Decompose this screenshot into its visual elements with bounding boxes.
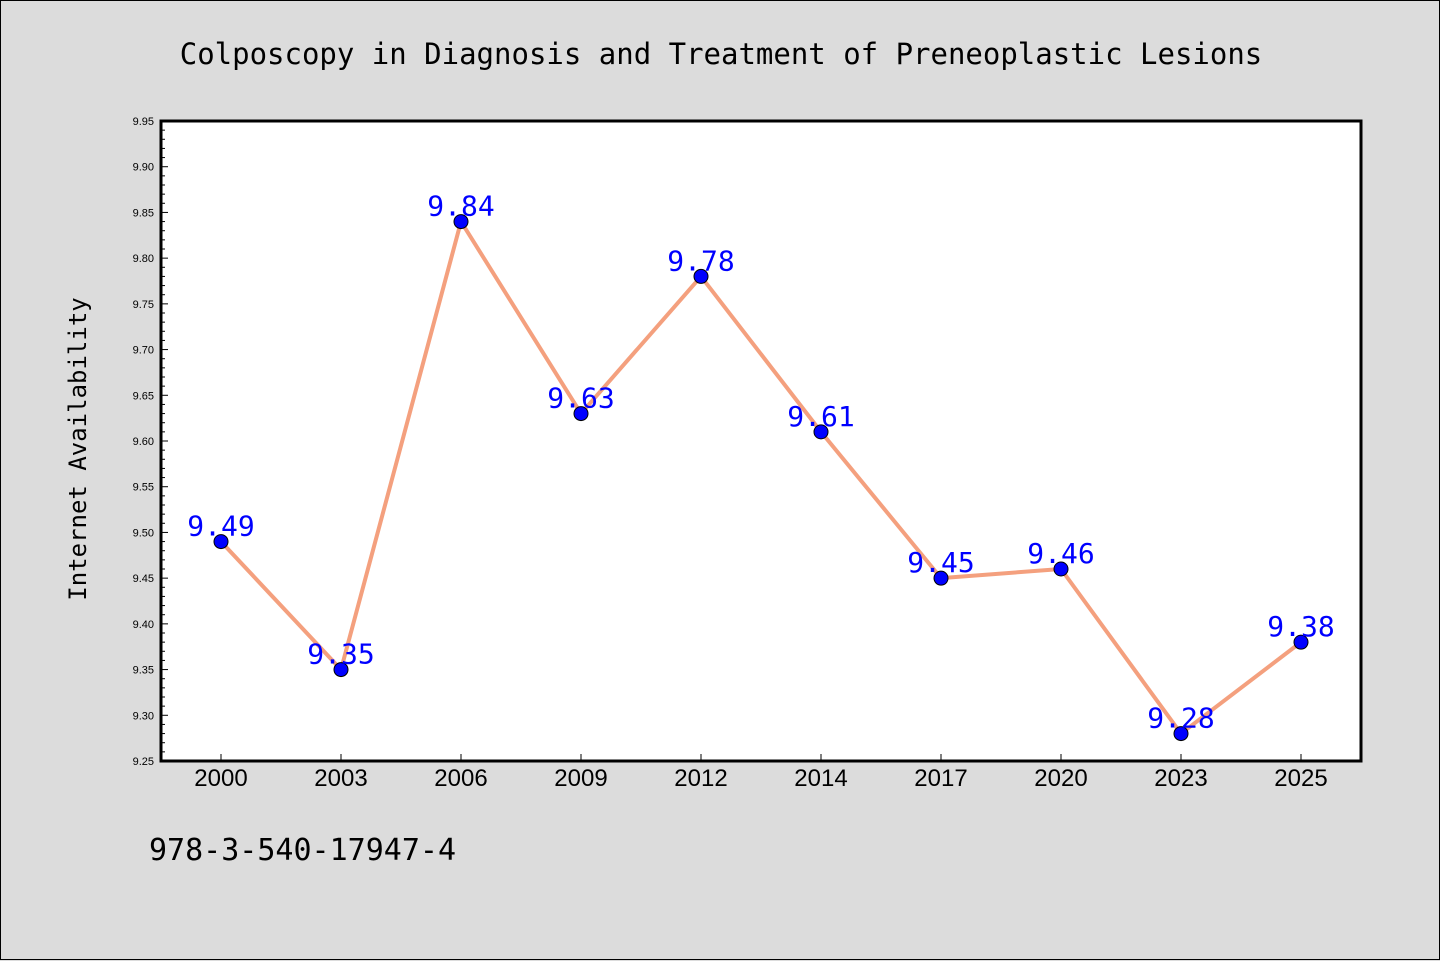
data-point <box>333 662 349 678</box>
y-tick-label: 9.30 <box>133 710 154 722</box>
x-tick-label: 2012 <box>674 765 727 792</box>
y-axis-label: Internet Availability <box>64 297 92 600</box>
y-tick-label: 9.25 <box>133 756 154 768</box>
x-tick-label: 2017 <box>914 765 967 792</box>
data-point <box>693 268 709 284</box>
data-point <box>813 424 829 440</box>
data-point <box>1053 561 1069 577</box>
data-label: 9.63 <box>547 382 614 415</box>
data-label: 9.46 <box>1027 537 1094 570</box>
x-tick-label: 2003 <box>314 765 367 792</box>
data-label: 9.78 <box>667 244 734 277</box>
x-tick-label: 2006 <box>434 765 487 792</box>
data-label: 9.35 <box>307 638 374 671</box>
x-tick-label: 2014 <box>794 765 847 792</box>
y-tick-label: 9.55 <box>133 482 154 494</box>
data-label: 9.38 <box>1267 610 1334 643</box>
x-tick-label: 2023 <box>1154 765 1207 792</box>
y-tick-label: 9.90 <box>133 162 154 174</box>
chart-title: Colposcopy in Diagnosis and Treatment of… <box>180 37 1263 71</box>
data-point <box>933 570 949 586</box>
x-tick-label: 2009 <box>554 765 607 792</box>
isbn-text: 978-3-540-17947-4 <box>149 833 457 868</box>
x-tick-label: 2000 <box>194 765 247 792</box>
data-label: 9.45 <box>907 546 974 579</box>
data-point <box>453 214 469 230</box>
y-tick-label: 9.50 <box>133 527 154 539</box>
data-label: 9.84 <box>427 190 494 223</box>
y-tick-label: 9.80 <box>133 253 154 265</box>
data-point <box>213 534 229 550</box>
x-tick-label: 2020 <box>1034 765 1087 792</box>
data-point <box>1293 634 1309 650</box>
plot-area <box>161 121 1361 761</box>
x-tick-label: 2025 <box>1274 765 1327 792</box>
data-point <box>1173 726 1189 742</box>
y-tick-label: 9.35 <box>133 665 154 677</box>
y-tick-label: 9.70 <box>133 345 154 357</box>
y-tick-label: 9.75 <box>133 299 154 311</box>
y-tick-label: 9.85 <box>133 207 154 219</box>
y-tick-label: 9.95 <box>133 116 154 128</box>
y-tick-label: 9.65 <box>133 390 154 402</box>
data-label: 9.61 <box>787 400 854 433</box>
data-point <box>573 406 589 422</box>
y-tick-label: 9.40 <box>133 619 154 631</box>
data-label: 9.49 <box>187 510 254 543</box>
data-label: 9.28 <box>1147 702 1214 735</box>
plot-frame <box>159 119 1363 763</box>
y-tick-label: 9.45 <box>133 573 154 585</box>
y-tick-label: 9.60 <box>133 436 154 448</box>
series-line <box>219 219 1303 736</box>
